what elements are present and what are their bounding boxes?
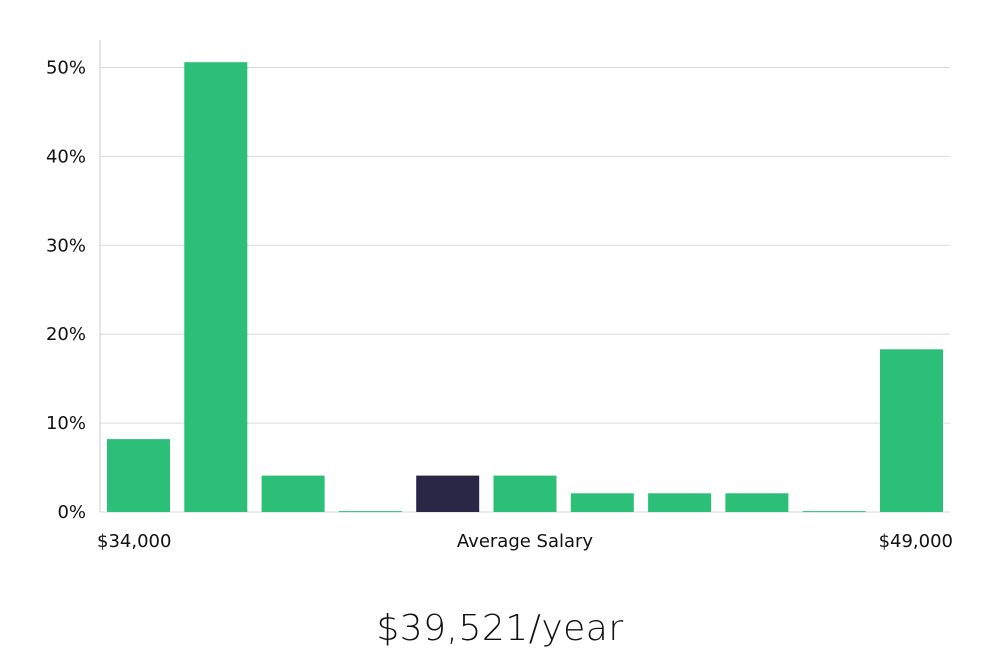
- x-label-max: $49,000: [879, 531, 953, 552]
- bar-8: [725, 493, 789, 512]
- y-tick-label-30: 30%: [46, 235, 86, 256]
- y-tick-label-10: 10%: [46, 413, 86, 434]
- bars: [107, 62, 943, 513]
- average-salary-value: $39,521/year: [376, 608, 624, 649]
- bar-5: [493, 475, 557, 512]
- bar-1: [184, 62, 248, 512]
- salary-histogram: 0% 10% 20% 30% 40% 50% $34,000 Average Salary…: [46, 40, 953, 552]
- bar-9: [802, 511, 866, 513]
- y-tick-label-20: 20%: [46, 324, 86, 345]
- bar-0: [107, 439, 170, 512]
- bar-7: [648, 493, 712, 512]
- bar-6: [570, 493, 634, 512]
- y-tick-label-50: 50%: [46, 58, 86, 79]
- bar-10: [880, 349, 943, 512]
- bar-highlight-average: [416, 475, 480, 512]
- x-label-average: Average Salary: [457, 531, 594, 552]
- y-tick-label-40: 40%: [46, 146, 86, 167]
- y-tick-label-0: 0%: [57, 502, 86, 523]
- x-label-min: $34,000: [97, 531, 171, 552]
- bar-2: [261, 475, 325, 512]
- bar-3: [338, 511, 402, 513]
- y-axis-ticks: 0% 10% 20% 30% 40% 50%: [46, 58, 86, 524]
